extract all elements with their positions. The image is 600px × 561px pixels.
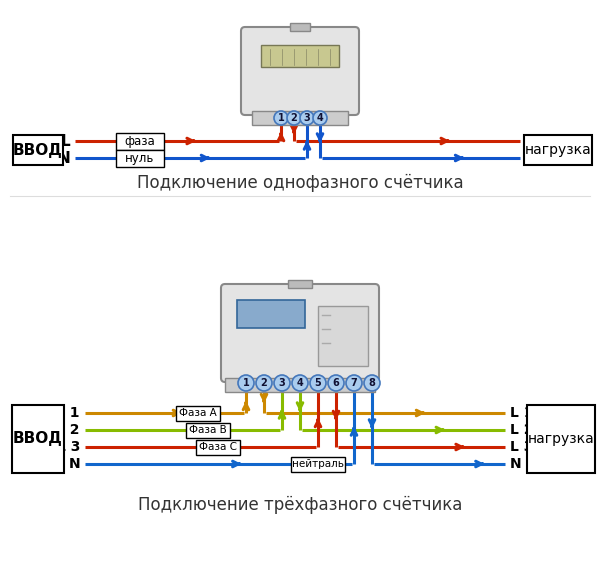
Circle shape — [238, 375, 254, 391]
Circle shape — [292, 375, 308, 391]
Text: 8: 8 — [368, 378, 376, 388]
Text: фаза: фаза — [125, 135, 155, 148]
Bar — [196, 439, 240, 454]
Text: 1: 1 — [242, 378, 250, 388]
Text: L 3: L 3 — [510, 440, 533, 454]
Text: 4: 4 — [317, 113, 323, 123]
Text: 7: 7 — [350, 378, 358, 388]
FancyBboxPatch shape — [221, 284, 379, 382]
Bar — [116, 132, 164, 149]
Bar — [527, 405, 595, 473]
Text: L 2: L 2 — [510, 423, 533, 437]
Circle shape — [328, 375, 344, 391]
Circle shape — [287, 111, 301, 125]
Circle shape — [274, 375, 290, 391]
Text: ВВОД: ВВОД — [13, 431, 63, 447]
Text: нейтраль: нейтраль — [292, 459, 344, 469]
Circle shape — [300, 111, 314, 125]
Text: нагрузка: нагрузка — [524, 143, 592, 157]
Circle shape — [256, 375, 272, 391]
Text: Фаза В: Фаза В — [189, 425, 227, 435]
Circle shape — [274, 111, 288, 125]
Text: L: L — [61, 134, 70, 149]
Text: L 1: L 1 — [510, 406, 533, 420]
Text: 4: 4 — [296, 378, 304, 388]
Text: 2: 2 — [290, 113, 298, 123]
Circle shape — [310, 375, 326, 391]
Bar — [290, 23, 310, 31]
Text: L 2: L 2 — [56, 423, 80, 437]
Text: N: N — [525, 150, 538, 165]
Bar — [12, 405, 64, 473]
Text: нагрузка: нагрузка — [527, 432, 595, 446]
Text: L: L — [525, 134, 535, 149]
Bar — [225, 378, 375, 392]
Text: Фаза А: Фаза А — [179, 408, 217, 418]
Text: ВВОД: ВВОД — [13, 142, 63, 158]
Text: L 3: L 3 — [56, 440, 80, 454]
Circle shape — [364, 375, 380, 391]
Bar — [318, 306, 368, 366]
Bar — [13, 135, 63, 165]
Bar — [186, 422, 230, 438]
Text: 3: 3 — [278, 378, 286, 388]
Text: 5: 5 — [314, 378, 322, 388]
Bar — [291, 457, 345, 471]
Text: Подключение однофазного счётчика: Подключение однофазного счётчика — [137, 174, 463, 192]
Bar — [261, 45, 339, 67]
Text: N: N — [57, 150, 70, 165]
Bar — [524, 135, 592, 165]
Bar — [252, 111, 348, 125]
Text: 1: 1 — [278, 113, 284, 123]
Text: N: N — [68, 457, 80, 471]
Bar — [237, 300, 305, 328]
Text: Фаза С: Фаза С — [199, 442, 237, 452]
Text: N: N — [510, 457, 521, 471]
Bar — [176, 406, 220, 421]
Bar — [116, 149, 164, 167]
Text: 6: 6 — [332, 378, 340, 388]
Text: L 1: L 1 — [56, 406, 80, 420]
Text: нуль: нуль — [125, 151, 155, 164]
Circle shape — [346, 375, 362, 391]
Text: Подключение трёхфазного счётчика: Подключение трёхфазного счётчика — [138, 496, 462, 514]
Text: 3: 3 — [304, 113, 310, 123]
Circle shape — [313, 111, 327, 125]
Text: 2: 2 — [260, 378, 268, 388]
FancyBboxPatch shape — [241, 27, 359, 115]
Bar — [288, 280, 312, 288]
